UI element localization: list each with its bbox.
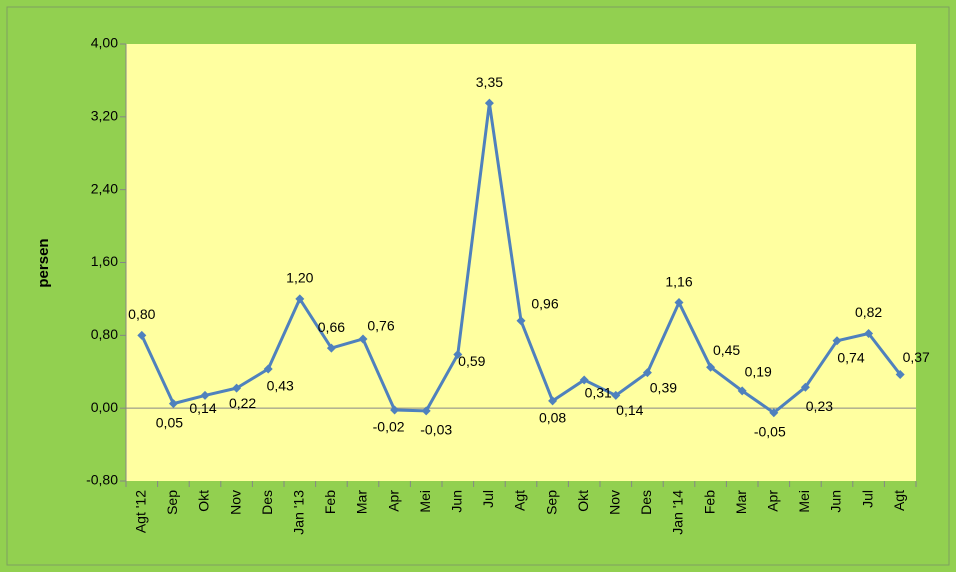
x-tick-label: Sep bbox=[164, 490, 180, 515]
x-tick-label: Sep bbox=[543, 490, 559, 515]
data-label: 0,76 bbox=[367, 318, 394, 334]
data-label: 0,80 bbox=[128, 306, 155, 322]
x-tick-label: Jul bbox=[480, 490, 496, 508]
data-point bbox=[232, 383, 242, 393]
data-label: 1,20 bbox=[286, 270, 313, 286]
data-label: 0,74 bbox=[837, 349, 864, 365]
data-label: 0,82 bbox=[855, 304, 882, 320]
x-tick-label: Des bbox=[259, 490, 275, 515]
data-point bbox=[769, 408, 779, 418]
data-point bbox=[390, 405, 400, 415]
x-tick-label: Jan '14 bbox=[670, 490, 686, 535]
data-label: 0,05 bbox=[156, 414, 183, 430]
data-point bbox=[832, 336, 842, 346]
data-point bbox=[453, 349, 463, 359]
data-label: 3,35 bbox=[476, 74, 503, 90]
data-label: 0,66 bbox=[318, 319, 345, 335]
data-label: 0,08 bbox=[539, 410, 566, 426]
data-label: 0,37 bbox=[903, 349, 930, 365]
x-tick-label: Okt bbox=[575, 490, 591, 512]
data-point bbox=[326, 343, 336, 353]
data-point bbox=[642, 368, 652, 378]
data-label: 0,22 bbox=[229, 395, 256, 411]
y-tick-label: 0,80 bbox=[91, 326, 118, 342]
x-tick-label: Nov bbox=[227, 490, 243, 515]
data-point bbox=[737, 386, 747, 396]
x-tick-label: Mar bbox=[733, 490, 749, 514]
x-tick-label: Okt bbox=[196, 490, 212, 512]
chart-border bbox=[6, 6, 950, 566]
data-label: 0,14 bbox=[616, 402, 643, 418]
data-label: -0,05 bbox=[754, 423, 786, 439]
data-label: 0,39 bbox=[650, 379, 677, 395]
x-tick-label: Mar bbox=[354, 490, 370, 514]
x-tick-label: Nov bbox=[607, 490, 623, 515]
x-tick-label: Mei bbox=[796, 490, 812, 513]
data-label: 0,23 bbox=[806, 398, 833, 414]
x-tick-label: Apr bbox=[385, 490, 401, 512]
x-tick-label: Agt bbox=[512, 490, 528, 511]
x-tick-label: Apr bbox=[765, 490, 781, 512]
y-tick-label: 3,20 bbox=[91, 108, 118, 124]
y-tick-label: 1,60 bbox=[91, 253, 118, 269]
x-tick-label: Mei bbox=[417, 490, 433, 513]
data-point bbox=[611, 390, 621, 400]
data-point bbox=[864, 329, 874, 339]
data-point bbox=[800, 382, 810, 392]
x-tick-label: Jan '13 bbox=[291, 490, 307, 535]
plot-area bbox=[126, 44, 916, 481]
data-point bbox=[295, 294, 305, 304]
x-tick-label: Feb bbox=[322, 490, 338, 514]
data-label: 0,31 bbox=[585, 385, 612, 401]
data-label: 0,96 bbox=[531, 295, 558, 311]
x-tick-label: Agt '12 bbox=[133, 490, 149, 533]
x-tick-label: Jun bbox=[449, 490, 465, 513]
data-label: 0,43 bbox=[267, 378, 294, 394]
data-point bbox=[706, 362, 716, 372]
data-label: -0,02 bbox=[373, 419, 405, 435]
x-tick-label: Feb bbox=[701, 490, 717, 514]
data-point bbox=[579, 375, 589, 385]
data-point bbox=[168, 399, 178, 409]
data-point bbox=[895, 369, 905, 379]
x-tick-label: Agt bbox=[891, 490, 907, 511]
data-point bbox=[137, 330, 147, 340]
y-tick-label: -0,80 bbox=[86, 472, 118, 488]
data-point bbox=[516, 316, 526, 326]
data-point bbox=[358, 334, 368, 344]
data-label: 0,19 bbox=[745, 364, 772, 380]
data-label: 0,14 bbox=[189, 400, 216, 416]
data-point bbox=[484, 98, 494, 108]
data-point bbox=[263, 364, 273, 374]
data-point bbox=[548, 396, 558, 406]
data-point bbox=[200, 390, 210, 400]
y-tick-label: 4,00 bbox=[91, 35, 118, 51]
y-axis-label: persen bbox=[35, 238, 52, 287]
data-label: 0,45 bbox=[713, 342, 740, 358]
data-point bbox=[421, 406, 431, 416]
data-point bbox=[674, 298, 684, 308]
x-tick-label: Jun bbox=[828, 490, 844, 513]
data-label: 1,16 bbox=[665, 273, 692, 289]
x-tick-label: Jul bbox=[859, 490, 875, 508]
data-label: 0,59 bbox=[458, 353, 485, 369]
data-label: -0,03 bbox=[420, 422, 452, 438]
y-tick-label: 0,00 bbox=[91, 399, 118, 415]
y-tick-label: 2,40 bbox=[91, 180, 118, 196]
x-tick-label: Des bbox=[638, 490, 654, 515]
